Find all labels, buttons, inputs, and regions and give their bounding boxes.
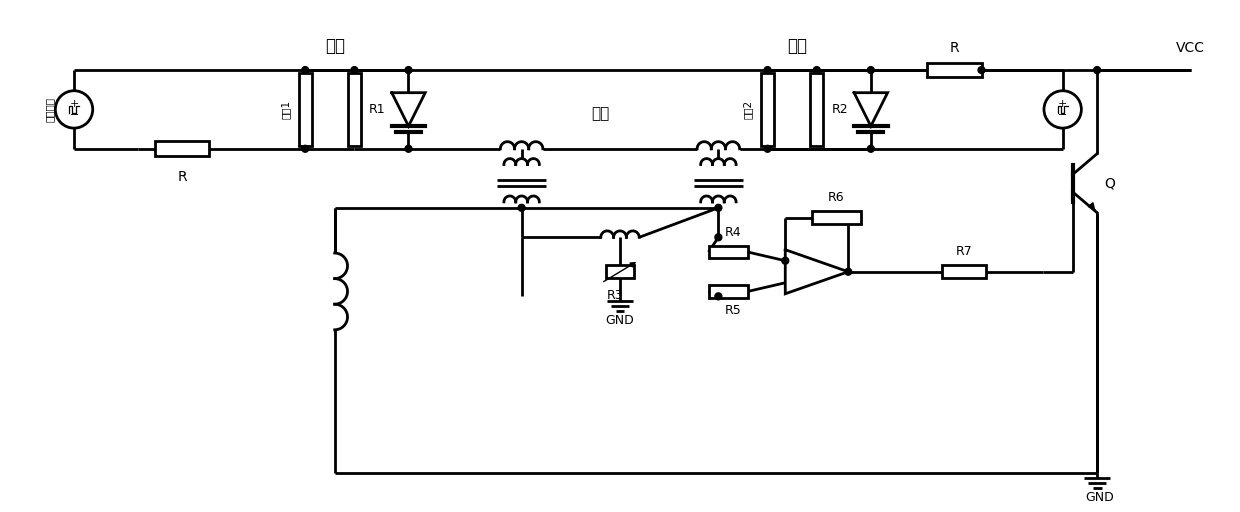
Circle shape [351,67,358,74]
Bar [812,211,861,224]
Text: −: − [69,110,78,120]
Circle shape [764,67,771,74]
Text: +: + [69,99,78,109]
Circle shape [301,67,309,74]
Circle shape [518,204,525,211]
Bar [155,141,210,156]
Bar [708,285,748,298]
Bar [942,265,987,278]
Circle shape [844,268,852,275]
Circle shape [813,67,820,74]
Text: VCC: VCC [1176,41,1205,55]
Text: 脉冲电源: 脉冲电源 [45,97,55,122]
Text: GND: GND [605,314,635,327]
Circle shape [978,67,985,74]
Circle shape [868,145,874,152]
Circle shape [405,67,412,74]
Circle shape [1094,67,1101,74]
Bar [811,73,823,146]
Text: 工件: 工件 [325,37,345,55]
Text: 工位2: 工位2 [743,100,753,119]
Circle shape [868,67,874,74]
Text: R: R [177,170,187,184]
Text: −: − [1058,110,1068,120]
Circle shape [301,145,309,152]
Bar [606,265,634,278]
Bar [761,73,774,146]
Circle shape [1044,91,1081,128]
Polygon shape [785,250,848,294]
Text: +: + [1058,99,1068,109]
Circle shape [715,204,722,211]
Circle shape [715,234,722,241]
Bar [928,62,982,77]
Text: R7: R7 [956,245,972,258]
Circle shape [782,257,789,264]
Text: 工件: 工件 [787,37,807,55]
Polygon shape [854,93,888,126]
Text: R5: R5 [724,304,742,317]
Text: R1: R1 [370,103,386,116]
Circle shape [56,91,93,128]
Text: R3: R3 [606,289,624,303]
Text: R6: R6 [828,191,844,204]
Text: R4: R4 [725,226,742,239]
Bar [708,246,748,259]
Text: GND: GND [1086,491,1115,504]
Bar [299,73,311,146]
Text: 钼丝: 钼丝 [591,106,609,121]
Circle shape [764,145,771,152]
Text: R2: R2 [832,103,848,116]
Circle shape [715,293,722,300]
Text: 工位1: 工位1 [280,100,290,119]
Bar [348,73,361,146]
Text: R: R [950,41,960,55]
Circle shape [405,145,412,152]
Polygon shape [392,93,425,126]
Text: Q: Q [1104,176,1115,190]
